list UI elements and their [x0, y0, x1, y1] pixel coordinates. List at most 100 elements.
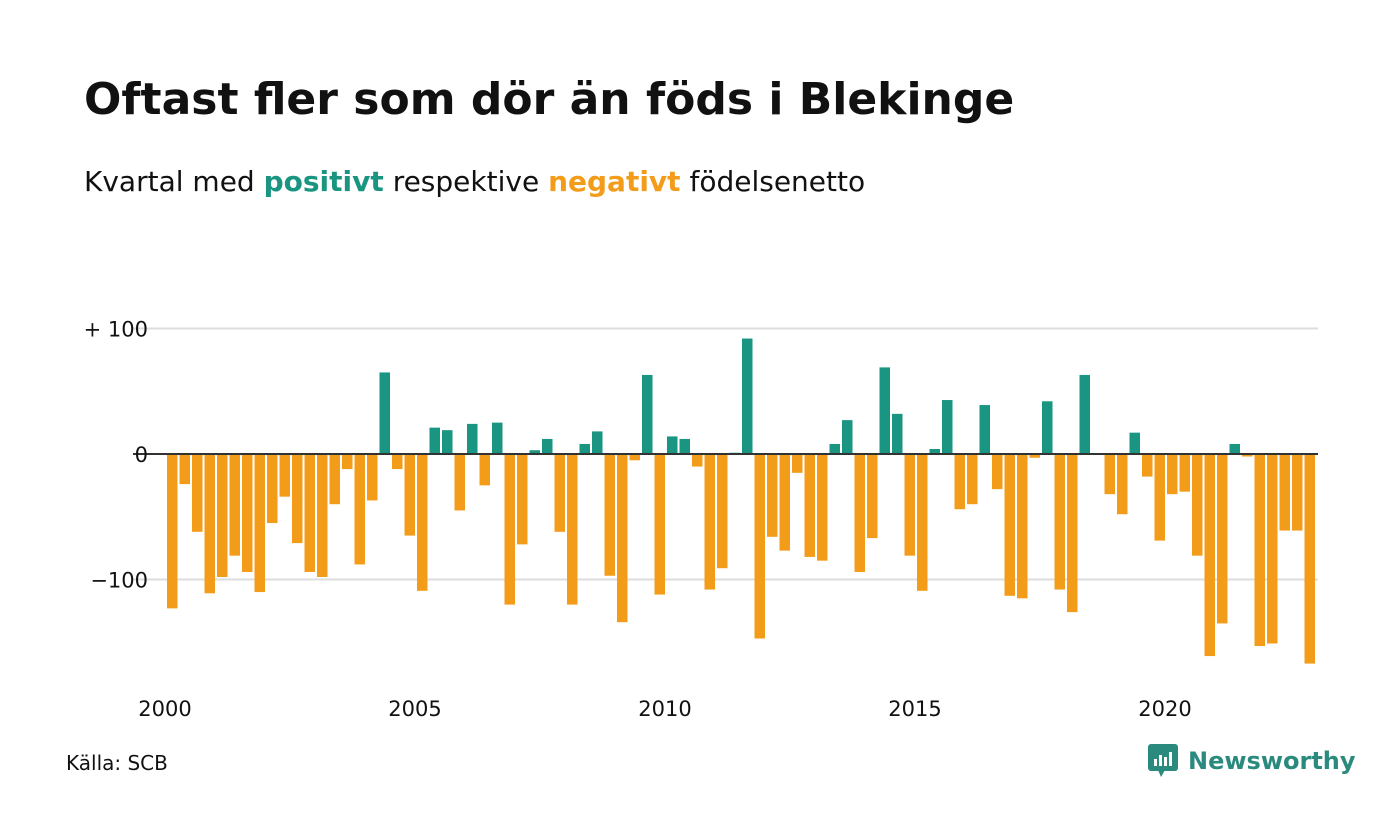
bar: [1229, 443, 1240, 454]
bar: [1292, 454, 1303, 531]
bar: [1067, 454, 1078, 613]
bar: [229, 454, 240, 556]
bar: [904, 454, 915, 556]
bar: [742, 338, 753, 454]
bar: [329, 454, 340, 505]
bars: [133, 338, 1318, 664]
bar: [829, 443, 840, 454]
bar: [367, 454, 378, 501]
bar: [204, 454, 215, 594]
bar: [404, 454, 415, 536]
bar: [992, 454, 1003, 490]
bar: [392, 454, 403, 470]
x-tick-label: 2000: [138, 697, 191, 721]
bar: [1104, 454, 1115, 495]
bar: [954, 454, 965, 510]
bar: [1079, 374, 1090, 454]
bar: [942, 400, 953, 454]
bar: [592, 431, 603, 454]
bar: [354, 454, 365, 565]
bar: [1154, 454, 1165, 541]
x-tick-label: 2010: [638, 697, 691, 721]
bar: [779, 454, 790, 551]
y-tick-label: 0: [135, 443, 148, 467]
bar: [654, 454, 665, 595]
bar: [667, 436, 678, 454]
bar: [879, 367, 890, 454]
bar: [1042, 401, 1053, 454]
bar: [304, 454, 315, 572]
bar: [854, 454, 865, 572]
bar: [717, 454, 728, 569]
bar: [292, 454, 303, 544]
bar: [804, 454, 815, 557]
source-note: Källa: SCB: [66, 751, 168, 775]
bar: [479, 454, 490, 486]
chart-subtitle: Kvartal med positivt respektive negativt…: [84, 162, 865, 202]
bar: [1304, 454, 1315, 664]
bar: [1242, 454, 1253, 457]
bar: [642, 374, 653, 454]
newsworthy-logo-icon: [1148, 744, 1178, 777]
bar: [454, 454, 465, 511]
bar: [704, 454, 715, 590]
x-tick-label: 2015: [888, 697, 941, 721]
bar: [1017, 454, 1028, 599]
y-tick-label: + 100: [84, 318, 148, 342]
bar: [867, 454, 878, 539]
chart-title: Oftast fler som dör än föds i Blekinge: [84, 74, 1015, 125]
x-tick-label: 2005: [388, 697, 441, 721]
axis-labels: + 100 0 −100 2000 2005 2010 2015 2020: [84, 318, 1192, 722]
bar: [629, 454, 640, 461]
bar: [317, 454, 328, 577]
x-tick-label: 2020: [1138, 697, 1191, 721]
bar: [192, 454, 203, 532]
brand-logo: Newsworthy: [1148, 744, 1356, 778]
bar: [529, 450, 540, 454]
bar: [842, 420, 853, 454]
bar: [492, 422, 503, 454]
bar: [1179, 454, 1190, 492]
bar: [817, 454, 828, 561]
subtitle-suffix: födelsenetto: [689, 165, 866, 198]
bar: [929, 448, 940, 454]
bar: [429, 427, 440, 454]
bar: [1167, 454, 1178, 495]
bar: [1192, 454, 1203, 556]
bar: [417, 454, 428, 591]
bar: [1004, 454, 1015, 596]
bar: [792, 454, 803, 473]
bar: [217, 454, 228, 577]
bar: [504, 454, 515, 605]
bar: [579, 443, 590, 454]
bar: [754, 454, 765, 639]
gridlines: [133, 327, 1318, 581]
bar: [254, 454, 265, 593]
bar: [617, 454, 628, 623]
bar: [979, 405, 990, 454]
bar: [967, 454, 978, 505]
bar: [917, 454, 928, 591]
bar: [892, 413, 903, 454]
bar: [1142, 454, 1153, 477]
subtitle-middle: respektive: [392, 165, 540, 198]
bar: [1129, 432, 1140, 454]
bar: [467, 423, 478, 454]
bar: [279, 454, 290, 497]
bar: [1267, 454, 1278, 644]
bar: [242, 454, 253, 572]
bar: [1029, 454, 1040, 458]
bar: [604, 454, 615, 576]
subtitle-prefix: Kvartal med: [84, 165, 255, 198]
bar: [1279, 454, 1290, 531]
brand-name: Newsworthy: [1188, 747, 1356, 775]
bar: [179, 454, 190, 485]
bar: [679, 438, 690, 454]
bar: [1117, 454, 1128, 515]
subtitle-negative-label: negativt: [548, 165, 681, 198]
bar: [1254, 454, 1265, 647]
bar: [692, 454, 703, 467]
bar: [379, 372, 390, 454]
bar: [554, 454, 565, 532]
